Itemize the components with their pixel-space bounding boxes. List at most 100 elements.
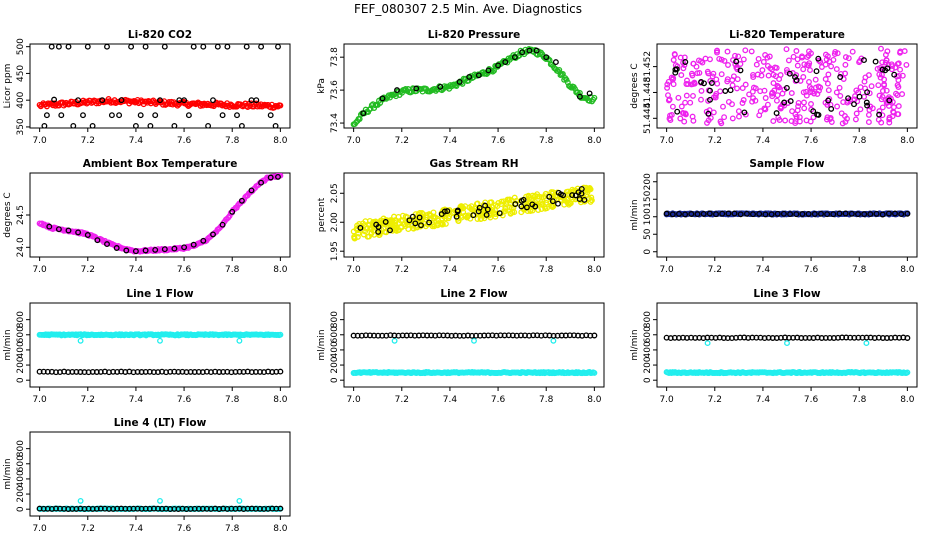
x-tick-label: 8.0 bbox=[587, 395, 602, 405]
data-point bbox=[842, 210, 849, 217]
y-tick-label: 200 bbox=[16, 485, 26, 502]
data-point bbox=[351, 234, 358, 241]
data-point bbox=[865, 119, 872, 126]
data-point bbox=[706, 210, 713, 217]
data-point bbox=[811, 90, 817, 97]
data-point bbox=[104, 44, 110, 50]
data-point bbox=[768, 90, 775, 97]
data-point bbox=[161, 44, 168, 50]
data-point bbox=[683, 92, 690, 99]
data-point bbox=[765, 72, 772, 79]
data-point bbox=[868, 83, 875, 90]
data-point bbox=[372, 218, 379, 225]
data-point bbox=[519, 49, 526, 56]
data-point bbox=[762, 52, 769, 58]
data-point bbox=[861, 57, 867, 64]
data-point bbox=[816, 87, 822, 94]
data-point bbox=[844, 115, 850, 122]
data-point bbox=[725, 98, 732, 105]
data-point bbox=[761, 87, 768, 94]
data-point bbox=[275, 173, 281, 180]
data-point bbox=[449, 210, 456, 217]
data-point bbox=[687, 99, 694, 106]
data-point bbox=[379, 95, 386, 102]
panel-title: Sample Flow bbox=[749, 158, 824, 170]
data-point bbox=[753, 61, 760, 68]
data-point bbox=[740, 97, 747, 103]
data-point bbox=[123, 247, 130, 254]
data-point bbox=[764, 101, 771, 108]
y-tick-label: 200 bbox=[643, 356, 653, 373]
y-tick-label: 800 bbox=[16, 311, 26, 328]
data-point bbox=[678, 72, 685, 79]
y-tick-label: 600 bbox=[16, 326, 26, 343]
data-point bbox=[679, 109, 686, 116]
plot-frame bbox=[29, 302, 291, 388]
x-tick-label: 7.6 bbox=[177, 136, 192, 146]
data-point bbox=[840, 99, 847, 106]
data-point bbox=[818, 210, 824, 217]
data-point bbox=[591, 94, 598, 101]
data-point bbox=[899, 91, 906, 98]
data-point bbox=[526, 47, 533, 54]
data-point bbox=[864, 102, 871, 109]
data-point bbox=[845, 55, 852, 62]
data-point bbox=[181, 244, 188, 251]
y-tick-label: 0 bbox=[643, 377, 653, 383]
panel-title: Li-820 CO2 bbox=[128, 29, 192, 41]
data-point bbox=[769, 66, 775, 73]
data-point bbox=[549, 190, 556, 197]
data-point bbox=[698, 87, 705, 94]
x-tick-label: 7.2 bbox=[81, 524, 95, 534]
x-tick-label: 8.0 bbox=[273, 136, 288, 146]
data-point bbox=[369, 221, 376, 228]
data-point bbox=[502, 59, 509, 66]
data-point bbox=[762, 106, 769, 113]
data-point bbox=[734, 76, 741, 83]
data-point bbox=[830, 56, 837, 63]
data-point bbox=[350, 228, 357, 235]
data-point bbox=[707, 96, 713, 103]
x-tick-label: 7.4 bbox=[756, 265, 771, 275]
data-point bbox=[824, 80, 831, 87]
data-point bbox=[108, 112, 115, 119]
data-point bbox=[190, 44, 197, 50]
x-tick-label: 8.0 bbox=[273, 524, 288, 534]
data-point bbox=[786, 70, 793, 77]
data-point bbox=[713, 76, 720, 83]
x-tick-label: 7.4 bbox=[129, 265, 144, 275]
data-point bbox=[727, 87, 734, 94]
data-point bbox=[674, 108, 681, 115]
data-point bbox=[886, 97, 893, 104]
y-tick-label: 0 bbox=[643, 249, 653, 255]
panel-title: Ambient Box Temperature bbox=[83, 158, 238, 170]
data-point bbox=[758, 72, 765, 79]
data-point bbox=[511, 194, 518, 201]
y-tick-label: 51.448 bbox=[643, 76, 653, 108]
plot-frame bbox=[343, 172, 605, 258]
data-point bbox=[737, 211, 744, 218]
panel-title: Li-820 Temperature bbox=[729, 29, 845, 41]
data-point bbox=[471, 337, 477, 344]
data-point bbox=[673, 66, 680, 73]
panel-title: Line 3 Flow bbox=[753, 288, 820, 300]
data-point bbox=[701, 80, 707, 87]
data-point bbox=[742, 81, 749, 88]
y-tick-label: 800 bbox=[16, 440, 26, 457]
y-tick-label: 400 bbox=[16, 470, 26, 487]
data-point bbox=[405, 226, 412, 233]
x-tick-label: 7.6 bbox=[804, 265, 819, 275]
data-point bbox=[104, 241, 110, 248]
x-tick-label: 7.4 bbox=[443, 265, 458, 275]
data-point bbox=[70, 122, 77, 128]
y-tick-label: 600 bbox=[643, 326, 653, 343]
data-point bbox=[803, 92, 810, 99]
data-point bbox=[663, 210, 670, 217]
data-point bbox=[869, 105, 876, 112]
data-point bbox=[879, 104, 886, 111]
data-point bbox=[498, 201, 505, 208]
data-point bbox=[724, 78, 731, 85]
y-tick-label: 200 bbox=[16, 356, 26, 373]
data-point bbox=[863, 99, 870, 106]
data-point bbox=[838, 110, 845, 117]
